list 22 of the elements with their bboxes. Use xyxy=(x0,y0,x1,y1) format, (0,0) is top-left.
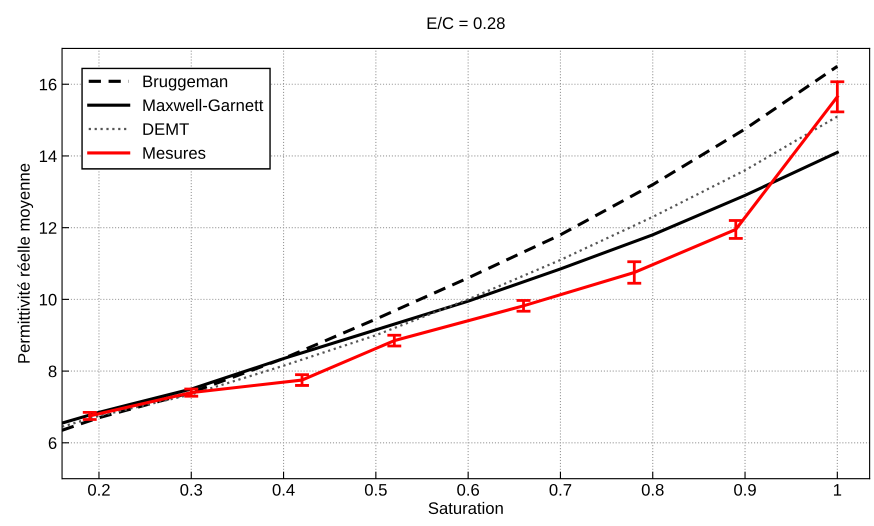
y-axis-title: Permittivité réelle moyenne xyxy=(17,164,34,363)
x-tick-label: 0.2 xyxy=(88,484,110,496)
x-axis-title: Saturation xyxy=(428,502,503,514)
legend-label: Mesures xyxy=(143,147,206,159)
x-tick-label: 0.5 xyxy=(364,484,387,496)
y-tick-label: 14 xyxy=(40,150,57,162)
chart-title: E/C = 0.28 xyxy=(428,16,505,30)
x-tick-label: 0.7 xyxy=(550,484,572,496)
legend-label: Maxwell-Garnett xyxy=(143,98,264,112)
y-tick-label: 8 xyxy=(48,365,56,378)
y-tick-label: 12 xyxy=(40,222,56,234)
y-tick-label: 10 xyxy=(40,294,57,306)
x-tick-label: 0.9 xyxy=(734,484,756,496)
x-tick-label: 0.6 xyxy=(457,484,479,496)
x-tick-label: 0.4 xyxy=(272,484,295,496)
x-tick-label: 0.8 xyxy=(642,484,664,496)
y-tick-label: 16 xyxy=(40,78,56,90)
x-tick-label: 0.3 xyxy=(180,484,202,496)
legend-label: DEMT xyxy=(143,123,189,135)
y-tick-label: 6 xyxy=(48,437,56,450)
legend-label: Bruggeman xyxy=(143,76,228,91)
x-tick-label: 1 xyxy=(834,484,842,496)
